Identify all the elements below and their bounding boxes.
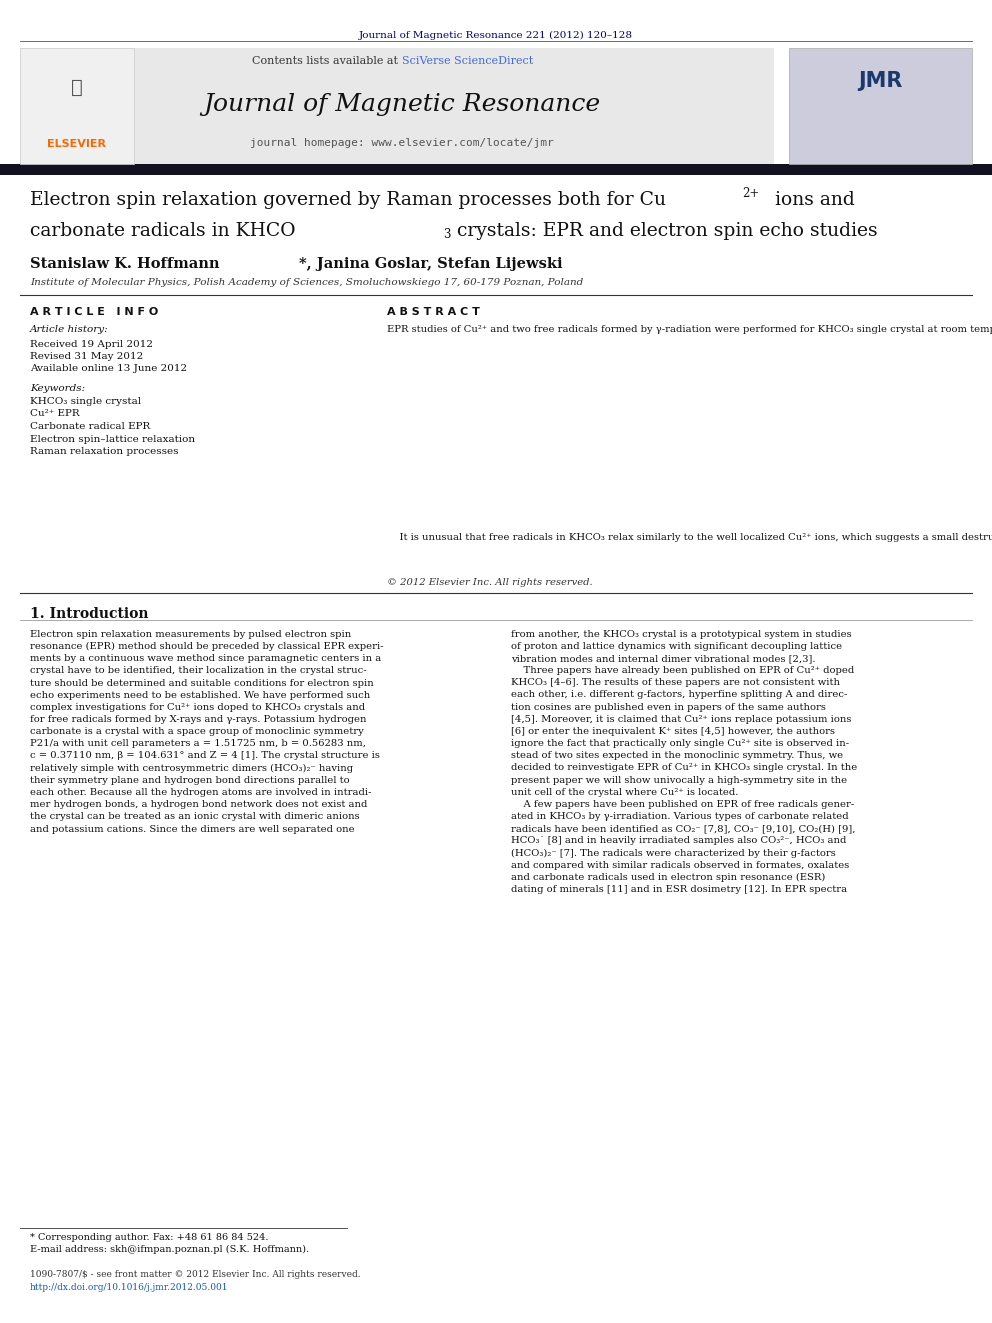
Text: 1090-7807/$ - see front matter © 2012 Elsevier Inc. All rights reserved.: 1090-7807/$ - see front matter © 2012 El…: [30, 1270, 360, 1279]
Text: Journal of Magnetic Resonance: Journal of Magnetic Resonance: [203, 93, 600, 115]
Text: JMR: JMR: [858, 71, 902, 91]
Text: from another, the KHCO₃ crystal is a prototypical system in studies
of proton an: from another, the KHCO₃ crystal is a pro…: [511, 630, 857, 894]
Text: 3: 3: [443, 228, 451, 241]
Text: Raman relaxation processes: Raman relaxation processes: [30, 447, 179, 456]
Text: ions and: ions and: [769, 191, 854, 209]
Text: * Corresponding author. Fax: +48 61 86 84 524.: * Corresponding author. Fax: +48 61 86 8…: [30, 1233, 268, 1242]
Text: It is unusual that free radicals in KHCO₃ relax similarly to the well localized : It is unusual that free radicals in KHCO…: [387, 533, 992, 542]
Text: 2+: 2+: [742, 187, 759, 200]
Text: Stanislaw K. Hoffmann: Stanislaw K. Hoffmann: [30, 257, 224, 271]
Text: crystals: EPR and electron spin echo studies: crystals: EPR and electron spin echo stu…: [451, 222, 878, 241]
Bar: [0, 164, 992, 175]
Bar: [789, 48, 972, 164]
Text: KHCO₃ single crystal: KHCO₃ single crystal: [30, 397, 141, 406]
Bar: [20, 48, 134, 164]
Text: *, Janina Goslar, Stefan Lijewski: *, Janina Goslar, Stefan Lijewski: [299, 257, 562, 271]
Text: 1. Introduction: 1. Introduction: [30, 607, 148, 622]
Text: Electron spin relaxation measurements by pulsed electron spin
resonance (EPR) me: Electron spin relaxation measurements by…: [30, 630, 383, 833]
Text: Journal of Magnetic Resonance 221 (2012) 120–128: Journal of Magnetic Resonance 221 (2012)…: [359, 30, 633, 40]
Text: A R T I C L E   I N F O: A R T I C L E I N F O: [30, 307, 158, 318]
Text: carbonate radicals in KHCO: carbonate radicals in KHCO: [30, 222, 296, 241]
Text: Article history:: Article history:: [30, 325, 108, 335]
Text: Carbonate radical EPR: Carbonate radical EPR: [30, 422, 150, 431]
Text: Cu²⁺ EPR: Cu²⁺ EPR: [30, 410, 79, 418]
Text: Institute of Molecular Physics, Polish Academy of Sciences, Smoluchowskiego 17, : Institute of Molecular Physics, Polish A…: [30, 278, 583, 287]
Text: Electron spin relaxation governed by Raman processes both for Cu: Electron spin relaxation governed by Ram…: [30, 191, 666, 209]
Text: Received 19 April 2012: Received 19 April 2012: [30, 340, 153, 349]
Text: journal homepage: www.elsevier.com/locate/jmr: journal homepage: www.elsevier.com/locat…: [250, 138, 554, 148]
Text: EPR studies of Cu²⁺ and two free radicals formed by γ-radiation were performed f: EPR studies of Cu²⁺ and two free radical…: [387, 325, 992, 335]
Text: http://dx.doi.org/10.1016/j.jmr.2012.05.001: http://dx.doi.org/10.1016/j.jmr.2012.05.…: [30, 1283, 228, 1293]
Bar: [20, 48, 774, 164]
Text: Revised 31 May 2012: Revised 31 May 2012: [30, 352, 143, 361]
Text: Available online 13 June 2012: Available online 13 June 2012: [30, 364, 186, 373]
Text: SciVerse ScienceDirect: SciVerse ScienceDirect: [402, 56, 533, 66]
Text: Contents lists available at: Contents lists available at: [252, 56, 402, 66]
Text: ELSEVIER: ELSEVIER: [47, 139, 106, 149]
Text: 🌳: 🌳: [70, 78, 82, 97]
Text: Keywords:: Keywords:: [30, 384, 85, 393]
Text: E-mail address: skh@ifmpan.poznan.pl (S.K. Hoffmann).: E-mail address: skh@ifmpan.poznan.pl (S.…: [30, 1245, 309, 1254]
Text: Electron spin–lattice relaxation: Electron spin–lattice relaxation: [30, 434, 194, 443]
Text: A B S T R A C T: A B S T R A C T: [387, 307, 480, 318]
Text: © 2012 Elsevier Inc. All rights reserved.: © 2012 Elsevier Inc. All rights reserved…: [387, 578, 592, 587]
